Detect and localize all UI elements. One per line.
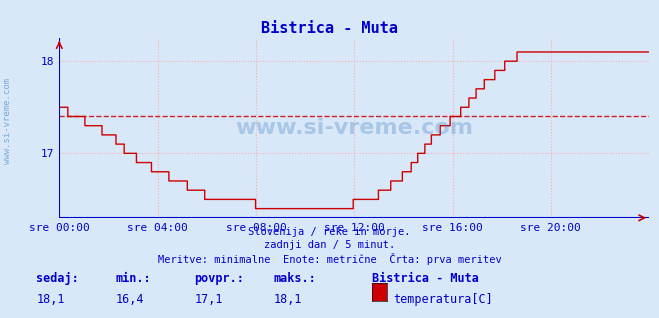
Text: Bistrica - Muta: Bistrica - Muta (372, 272, 479, 285)
Text: maks.:: maks.: (273, 272, 316, 285)
Text: Bistrica - Muta: Bistrica - Muta (261, 21, 398, 36)
Text: zadnji dan / 5 minut.: zadnji dan / 5 minut. (264, 240, 395, 250)
Text: 16,4: 16,4 (115, 293, 144, 306)
Text: min.:: min.: (115, 272, 151, 285)
Text: www.si-vreme.com: www.si-vreme.com (3, 78, 12, 164)
Text: sedaj:: sedaj: (36, 272, 79, 285)
Text: Meritve: minimalne  Enote: metrične  Črta: prva meritev: Meritve: minimalne Enote: metrične Črta:… (158, 253, 501, 265)
Text: povpr.:: povpr.: (194, 272, 244, 285)
Text: 17,1: 17,1 (194, 293, 223, 306)
Text: temperatura[C]: temperatura[C] (393, 293, 492, 306)
Text: 18,1: 18,1 (273, 293, 302, 306)
Text: www.si-vreme.com: www.si-vreme.com (235, 118, 473, 138)
Text: Slovenija / reke in morje.: Slovenija / reke in morje. (248, 227, 411, 237)
Text: 18,1: 18,1 (36, 293, 65, 306)
